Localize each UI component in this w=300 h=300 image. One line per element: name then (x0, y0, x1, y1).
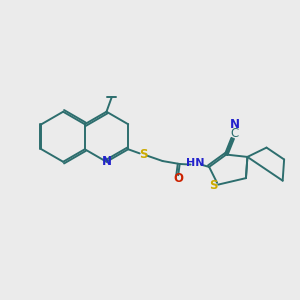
Text: O: O (173, 172, 183, 185)
Text: S: S (139, 148, 148, 161)
Text: N: N (230, 118, 240, 131)
Text: N: N (101, 155, 112, 168)
Text: S: S (209, 179, 218, 192)
Text: C: C (231, 127, 239, 140)
Text: HN: HN (186, 158, 204, 168)
